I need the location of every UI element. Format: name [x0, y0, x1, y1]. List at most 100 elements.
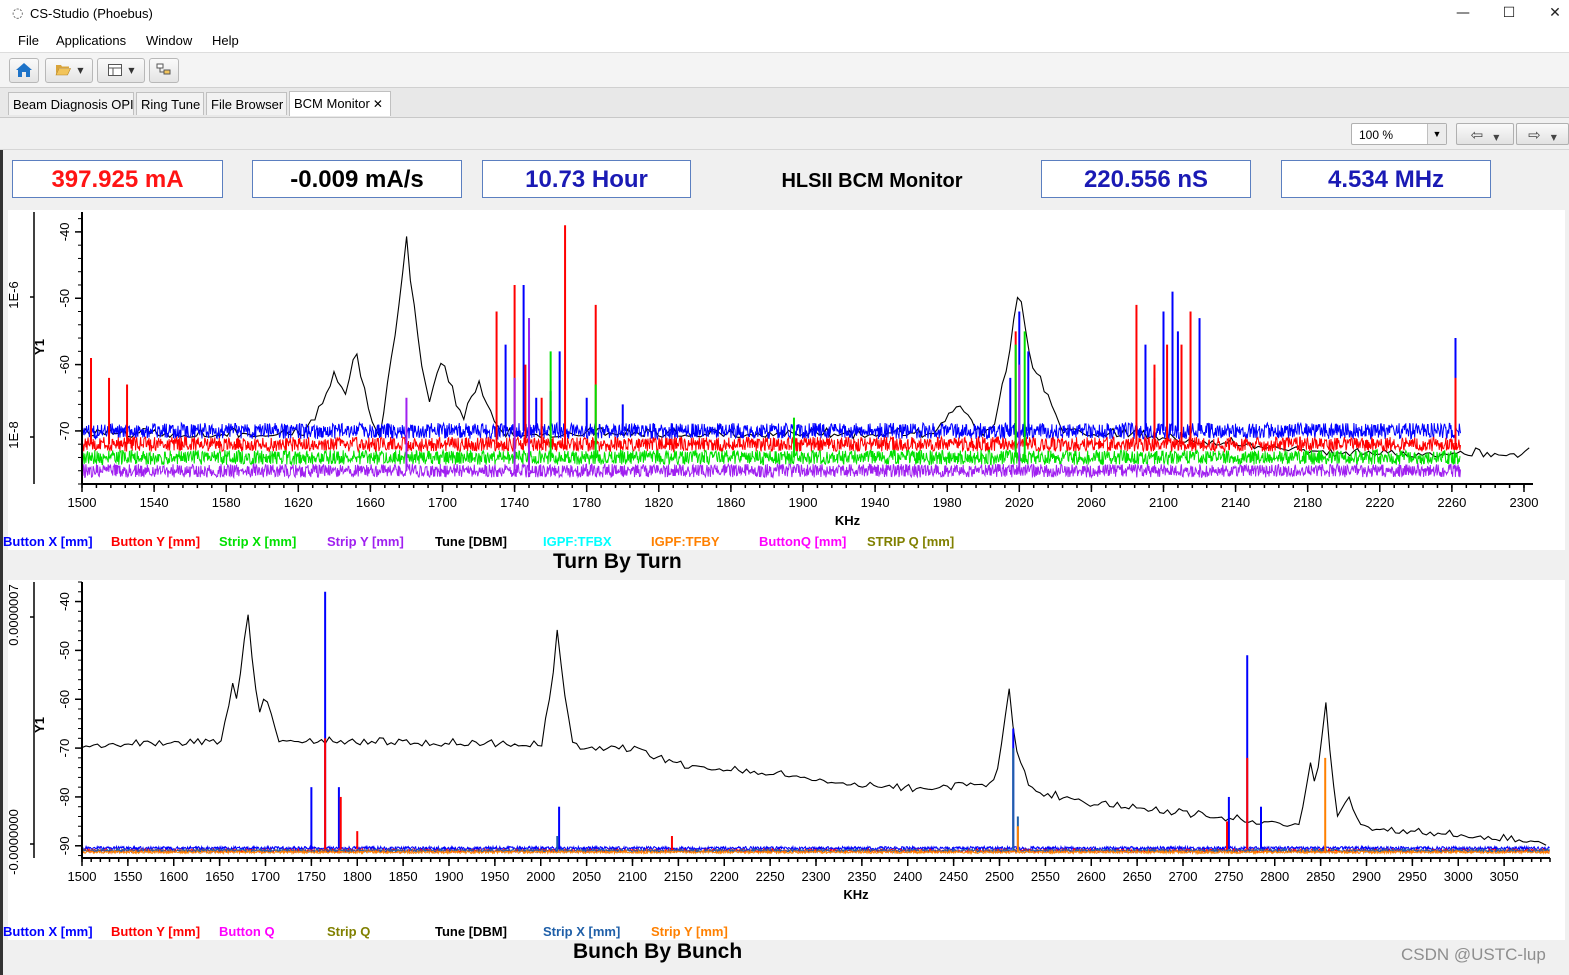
x-axis-label: KHz — [843, 887, 869, 902]
minimize-button[interactable]: — — [1456, 5, 1470, 21]
x-tick-label: 2500 — [985, 869, 1014, 884]
close-tab-icon[interactable]: ✕ — [372, 97, 383, 111]
x-tick-label: 1940 — [861, 495, 890, 510]
series-line-button-y-mm- — [81, 434, 1461, 454]
tab-bar: Beam Diagnosis OPI Ring Tune File Browse… — [0, 88, 1569, 118]
bunch-by-bunch-plot[interactable]: 1500 1550 1600 1650 1700 1750 1800 1850 1900 1950… — [3, 580, 1565, 940]
x-tick-label: 2850 — [1306, 869, 1335, 884]
x-tick-label: 1780 — [572, 495, 601, 510]
x-tick-label: 1580 — [212, 495, 241, 510]
x-tick-label: 2180 — [1293, 495, 1322, 510]
arrow-right-icon: ⇨ — [1528, 126, 1541, 144]
y-tick-label: -90 — [57, 836, 72, 855]
legend-button-x: Button X [mm] — [3, 534, 93, 549]
x-tick-label: 2350 — [847, 869, 876, 884]
x-tick-label: 1540 — [140, 495, 169, 510]
zoom-value: 100 % — [1359, 128, 1394, 142]
x-tick-label: 2250 — [756, 869, 785, 884]
back-button[interactable]: ⇦ ▼ — [1456, 123, 1514, 145]
x-tick-label: 2400 — [893, 869, 922, 884]
x-tick-label: 3050 — [1490, 869, 1519, 884]
legend-button-x: Button X [mm] — [3, 924, 93, 939]
y-axis-label: Y1 — [32, 339, 47, 355]
layout-button[interactable]: ▼ — [97, 58, 145, 83]
current-rate-readout: -0.009 mA/s — [252, 160, 462, 198]
home-icon — [16, 63, 32, 77]
forward-button[interactable]: ⇨ ▼ — [1516, 123, 1569, 145]
x-tick-label: 2950 — [1398, 869, 1427, 884]
x-tick-label: 2450 — [939, 869, 968, 884]
legend-strip-x: Strip X [mm] — [219, 534, 297, 549]
x-tick-label: 1980 — [933, 495, 962, 510]
tree-icon — [156, 63, 171, 75]
legend-strip-q: Strip Q — [327, 924, 371, 939]
y-tick-label: -70 — [57, 739, 72, 758]
x-tick-label: 3000 — [1444, 869, 1473, 884]
legend-igpf-tfbx: IGPF:TFBX — [543, 534, 612, 549]
turn-by-turn-plot[interactable]: 1500 1540 1580 1620 1660 1700 1740 1780 1820 1860… — [3, 210, 1565, 550]
legend-strip-y: Strip Y [mm] — [327, 534, 404, 549]
tab-bcm-monitor[interactable]: BCM Monitor ✕ — [289, 91, 391, 116]
x-tick-label: 1950 — [480, 869, 509, 884]
legend-igpf-tfby: IGPF:TFBY — [651, 534, 720, 549]
x-tick-label: 2050 — [572, 869, 601, 884]
x-tick-label: 2600 — [1077, 869, 1106, 884]
bunch-by-bunch-chart[interactable]: 1500 1550 1600 1650 1700 1750 1800 1850 1900 1950… — [6, 580, 1565, 924]
tab-label: Ring Tune — [141, 97, 201, 112]
turn-by-turn-chart[interactable]: 1500 1540 1580 1620 1660 1700 1740 1780 1820 1860… — [6, 210, 1565, 550]
y-tick-label: -70 — [57, 422, 72, 441]
maximize-button[interactable]: ☐ — [1502, 5, 1516, 21]
secondary-axis-label: 1E-8 — [8, 421, 21, 448]
tree-button[interactable] — [149, 58, 179, 83]
x-tick-label: 2550 — [1031, 869, 1060, 884]
close-window-button[interactable]: ✕ — [1549, 5, 1561, 21]
menu-file[interactable]: File — [18, 33, 39, 48]
y-tick-label: -50 — [57, 289, 72, 308]
left-border — [0, 150, 3, 975]
chevron-down-icon: ▼ — [77, 66, 84, 75]
x-tick-label: 1620 — [284, 495, 313, 510]
x-tick-label: 1860 — [716, 495, 745, 510]
x-tick-label: 2020 — [1005, 495, 1034, 510]
x-tick-label: 1650 — [205, 869, 234, 884]
menu-window[interactable]: Window — [146, 33, 193, 48]
x-tick-label: 2060 — [1077, 495, 1106, 510]
x-tick-label: 2200 — [710, 869, 739, 884]
secondary-axis-label: -0.0000000 — [8, 809, 21, 875]
tab-ring-tune[interactable]: Ring Tune — [136, 92, 204, 115]
tab-label: Beam Diagnosis OPI — [13, 97, 134, 112]
period-readout: 220.556 nS — [1041, 160, 1251, 198]
tab-label: BCM Monitor — [294, 96, 370, 111]
x-tick-label: 2140 — [1221, 495, 1250, 510]
x-tick-label: 2300 — [802, 869, 831, 884]
watermark: CSDN @USTC-lup — [1401, 945, 1546, 964]
x-tick-label: 1900 — [435, 869, 464, 884]
tab-file-browser[interactable]: File Browser — [206, 92, 287, 115]
series-line-strip-y-mm- — [81, 462, 1461, 480]
x-tick-label: 1740 — [500, 495, 529, 510]
x-tick-label: 2100 — [1149, 495, 1178, 510]
x-tick-label: 1800 — [343, 869, 372, 884]
series-line-button-x-mm- — [81, 421, 1461, 441]
y-axis-label: Y1 — [32, 717, 47, 733]
secondary-axis-label: 0.0000007 — [8, 584, 21, 645]
open-button[interactable]: ▼ — [45, 58, 93, 83]
home-button[interactable] — [9, 58, 39, 83]
display-toolbar: 100 % ▼ ⇦ ▼ ⇨ ▼ — [0, 118, 1569, 150]
legend-tune: Tune [DBM] — [435, 924, 507, 939]
zoom-select[interactable]: 100 % ▼ — [1351, 123, 1447, 145]
x-tick-label: 2100 — [618, 869, 647, 884]
series-line-tune-dbm- — [81, 614, 1547, 846]
x-tick-label: 2300 — [1510, 495, 1539, 510]
arrow-left-icon: ⇦ — [1470, 126, 1484, 144]
y-tick-label: -40 — [57, 223, 72, 242]
menu-applications[interactable]: Applications — [56, 33, 127, 48]
tab-beam-diagnosis-opi[interactable]: Beam Diagnosis OPI — [8, 92, 134, 115]
x-tick-label: 1600 — [159, 869, 188, 884]
legend-tune: Tune [DBM] — [435, 534, 507, 549]
frequency-readout: 4.534 MHz — [1281, 160, 1491, 198]
x-tick-label: 2650 — [1123, 869, 1152, 884]
menu-help[interactable]: Help — [212, 33, 239, 48]
x-tick-label: 2150 — [664, 869, 693, 884]
chevron-down-icon: ▼ — [128, 66, 135, 75]
